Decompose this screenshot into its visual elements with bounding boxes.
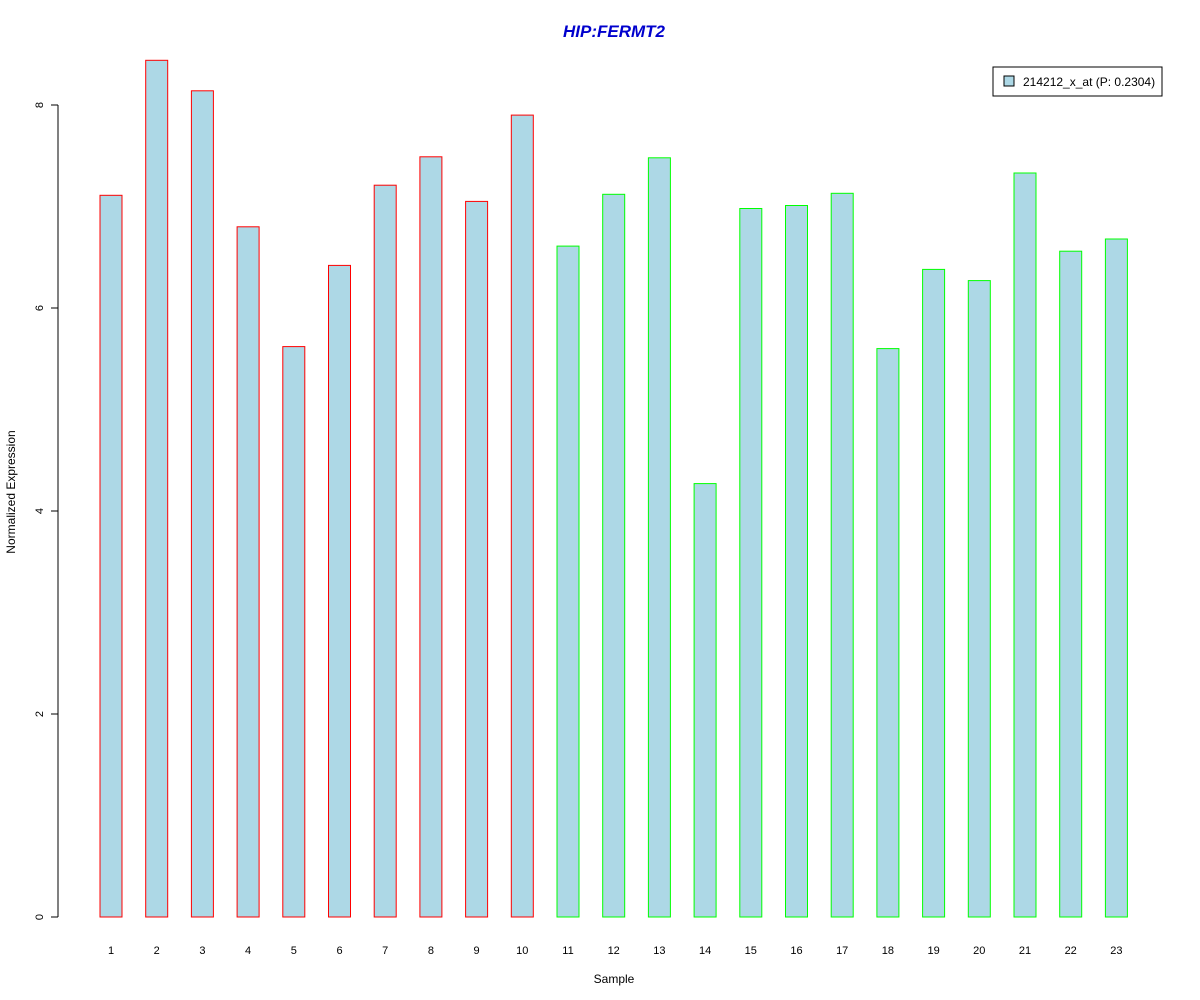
y-tick-label: 8 bbox=[34, 102, 46, 108]
x-tick-label: 16 bbox=[790, 945, 802, 957]
x-tick-label: 20 bbox=[973, 945, 985, 957]
x-tick-label: 3 bbox=[199, 945, 205, 957]
bar-sample-18 bbox=[876, 348, 900, 918]
bar-sample-19 bbox=[922, 268, 946, 918]
legend-box bbox=[992, 66, 1163, 97]
x-tick-label: 5 bbox=[291, 945, 297, 957]
bar-sample-2 bbox=[145, 59, 169, 918]
bar-sample-3 bbox=[190, 90, 214, 918]
x-tick-label: 15 bbox=[745, 945, 757, 957]
bar-sample-22 bbox=[1059, 250, 1083, 918]
x-tick-label: 17 bbox=[836, 945, 848, 957]
x-tick-label: 14 bbox=[699, 945, 711, 957]
legend: 214212_x_at (P: 0.2304) bbox=[992, 66, 1163, 97]
x-tick-label: 1 bbox=[108, 945, 114, 957]
bar-sample-6 bbox=[328, 264, 351, 918]
bar-sample-5 bbox=[282, 346, 306, 918]
x-tick-label: 13 bbox=[653, 945, 665, 957]
x-tick-label: 19 bbox=[927, 945, 939, 957]
x-tick-label: 23 bbox=[1110, 945, 1122, 957]
x-tick-label: 22 bbox=[1065, 945, 1077, 957]
x-tick-label: 11 bbox=[562, 945, 573, 957]
bar-sample-21 bbox=[1013, 172, 1037, 918]
bar-sample-23 bbox=[1104, 238, 1128, 918]
x-tick-label: 18 bbox=[882, 945, 894, 957]
x-tick-labels: 1 2 3 4 5 6 7 8 9 10 11 12 13 14 15 16 17 18 19 20 21 22 23 bbox=[108, 945, 1123, 957]
bar-sample-15 bbox=[739, 208, 763, 918]
bar-sample-8 bbox=[419, 156, 443, 918]
bar-sample-7 bbox=[373, 184, 397, 918]
x-tick-label: 8 bbox=[428, 945, 434, 957]
bar-sample-12 bbox=[602, 193, 626, 918]
x-tick-label: 6 bbox=[336, 945, 342, 957]
bar-sample-4 bbox=[236, 226, 260, 918]
bar-sample-11 bbox=[556, 245, 580, 918]
bar-sample-10 bbox=[510, 114, 534, 918]
y-tick-label: 6 bbox=[34, 305, 46, 311]
legend-swatch bbox=[1003, 75, 1015, 87]
x-tick-label: 10 bbox=[516, 945, 528, 957]
chart-title: HIP:FERMT2 bbox=[563, 22, 666, 41]
y-axis-title: Normalized Expression bbox=[4, 430, 18, 553]
y-axis: 0 2 4 6 8 bbox=[34, 102, 59, 920]
bar-sample-16 bbox=[785, 205, 808, 918]
bar-sample-17 bbox=[830, 192, 854, 918]
bar-sample-9 bbox=[465, 200, 489, 918]
legend-label: 214212_x_at (P: 0.2304) bbox=[1023, 75, 1155, 89]
x-tick-label: 4 bbox=[245, 945, 251, 957]
y-tick-label: 4 bbox=[34, 508, 46, 514]
x-tick-label: 21 bbox=[1019, 945, 1031, 957]
y-tick-label: 2 bbox=[34, 711, 46, 717]
bar-sample-20 bbox=[967, 280, 991, 918]
y-tick-label: 0 bbox=[34, 914, 46, 920]
x-axis-title: Sample bbox=[594, 972, 635, 986]
bars bbox=[99, 59, 1128, 918]
bar-sample-13 bbox=[647, 157, 671, 918]
bar-sample-1 bbox=[99, 194, 123, 918]
x-tick-label: 9 bbox=[474, 945, 480, 957]
x-tick-label: 7 bbox=[382, 945, 388, 957]
bar-sample-14 bbox=[693, 483, 717, 918]
x-tick-label: 2 bbox=[154, 945, 160, 957]
x-tick-label: 12 bbox=[608, 945, 620, 957]
